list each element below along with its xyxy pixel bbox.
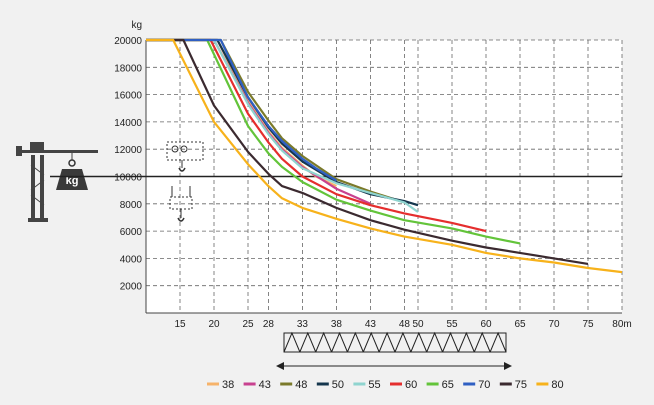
crane-icon xyxy=(16,142,98,222)
series-line-55 xyxy=(146,38,419,213)
legend-swatch-70 xyxy=(463,382,476,386)
legend-label-80: 80 xyxy=(551,379,563,391)
series-line-80 xyxy=(146,38,623,274)
weight-icon: kg xyxy=(56,159,88,190)
legend-label-60: 60 xyxy=(405,379,417,391)
legend-label-65: 65 xyxy=(442,379,454,391)
y-tick-label: 14000 xyxy=(114,118,142,129)
x-tick-label: 80m xyxy=(612,319,631,330)
legend-label-38: 38 xyxy=(222,379,234,391)
plot-area: 2000 4000 6000 8000 10000 12000 14000 16000 1800… xyxy=(50,20,632,330)
legend-swatch-75 xyxy=(499,382,512,386)
series-line-70 xyxy=(146,38,337,182)
x-tick-label: 38 xyxy=(331,319,343,330)
svg-text:kg: kg xyxy=(66,175,79,187)
legend-swatch-50 xyxy=(316,382,329,386)
legend-swatch-55 xyxy=(353,382,366,386)
y-unit-label: kg xyxy=(131,20,142,31)
x-tick-label: 43 xyxy=(365,319,377,330)
series-line-60 xyxy=(146,38,487,233)
legend-label-50: 50 xyxy=(332,379,344,391)
y-tick-label: 18000 xyxy=(114,63,142,74)
legend-swatch-43 xyxy=(243,382,256,386)
x-tick-label: 50 xyxy=(412,319,424,330)
jib-length-arrow-icon xyxy=(276,362,512,370)
legend-label-55: 55 xyxy=(368,379,380,391)
x-tick-label: 65 xyxy=(514,319,526,330)
jib-lattice-icon xyxy=(283,331,507,353)
x-tick-label: 60 xyxy=(480,319,492,330)
x-tick-label: 15 xyxy=(174,319,186,330)
y-tick-label: 8000 xyxy=(120,200,143,211)
x-tick-label: 75 xyxy=(582,319,594,330)
y-tick-label: 10000 xyxy=(114,173,142,184)
legend-label-48: 48 xyxy=(295,379,307,391)
legend-swatch-80 xyxy=(536,382,549,386)
legend-swatch-65 xyxy=(426,382,439,386)
legend-label-43: 43 xyxy=(259,379,271,391)
chart-legend: 38 43 48 50 55 60 65 70 75 80 xyxy=(207,379,564,391)
x-tick-label: 70 xyxy=(548,319,560,330)
x-tick-label: 48 xyxy=(399,319,411,330)
y-tick-label: 4000 xyxy=(120,254,143,265)
y-tick-label: 12000 xyxy=(114,145,142,156)
y-tick-label: 16000 xyxy=(114,91,142,102)
hook-double-icon xyxy=(166,141,204,172)
legend-label-70: 70 xyxy=(478,379,490,391)
series-line-75 xyxy=(146,38,589,265)
x-tick-label: 28 xyxy=(263,319,275,330)
x-tick-label: 25 xyxy=(242,319,254,330)
series-line-65 xyxy=(146,38,521,245)
legend-label-75: 75 xyxy=(515,379,527,391)
y-tick-label: 2000 xyxy=(120,282,143,293)
legend-swatch-38 xyxy=(207,382,219,386)
x-tick-label: 55 xyxy=(446,319,458,330)
x-tick-label: 33 xyxy=(297,319,309,330)
legend-swatch-60 xyxy=(390,382,402,386)
y-tick-label: 6000 xyxy=(120,227,143,238)
x-tick-label: 20 xyxy=(208,319,220,330)
legend-swatch-48 xyxy=(280,382,293,386)
y-tick-label: 20000 xyxy=(114,36,142,47)
hook-single-icon xyxy=(169,186,193,222)
